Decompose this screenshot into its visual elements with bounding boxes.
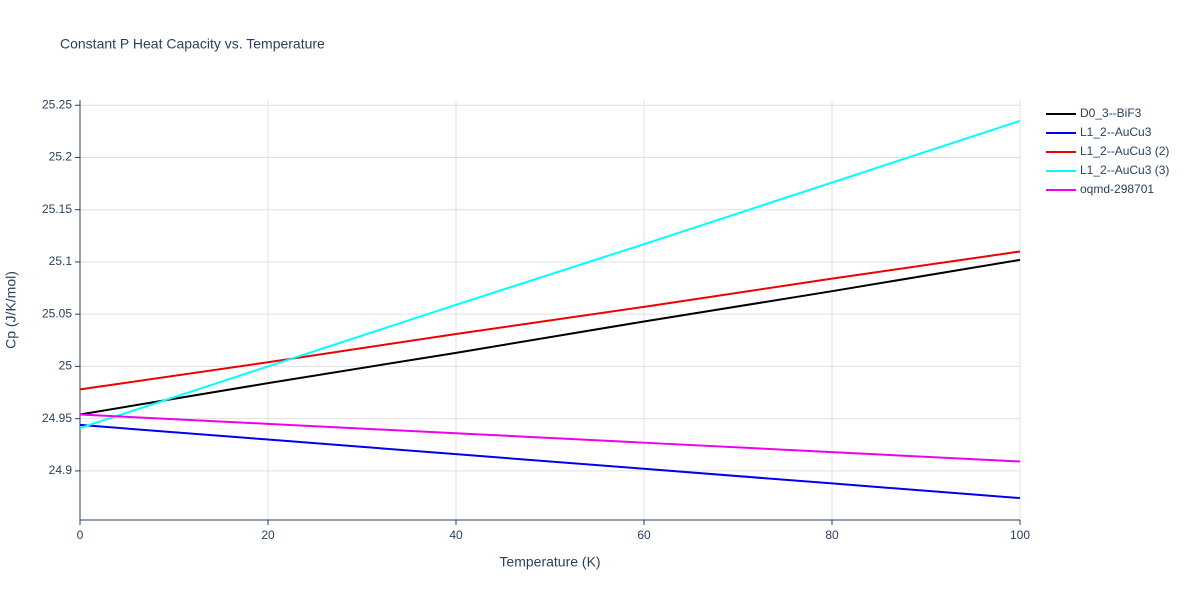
- legend-label: L1_2--AuCu3: [1080, 125, 1152, 139]
- y-tick-label: 25: [59, 359, 73, 373]
- x-tick-label: 100: [1010, 528, 1030, 542]
- x-axis-label: Temperature (K): [499, 554, 600, 570]
- x-tick-label: 20: [261, 528, 275, 542]
- x-tick-label: 80: [825, 528, 839, 542]
- x-tick-label: 40: [449, 528, 463, 542]
- legend-label: oqmd-298701: [1080, 182, 1154, 196]
- series-line: [79, 423, 1021, 500]
- legend-label: L1_2--AuCu3 (3): [1080, 163, 1169, 177]
- y-tick-label: 24.95: [42, 411, 72, 425]
- y-tick-label: 25.15: [42, 202, 72, 216]
- y-tick-label: 24.9: [49, 463, 73, 477]
- series-line: [79, 413, 1021, 463]
- legend-label: L1_2--AuCu3 (2): [1080, 144, 1169, 158]
- series-line: [79, 119, 1021, 430]
- y-axis-label: Cp (J/K/mol): [3, 271, 19, 349]
- y-tick-label: 25.1: [49, 254, 73, 268]
- legend-label: D0_3--BiF3: [1080, 106, 1142, 120]
- x-tick-label: 60: [637, 528, 651, 542]
- y-tick-label: 25.2: [49, 150, 73, 164]
- series-line: [79, 250, 1021, 391]
- chart-title: Constant P Heat Capacity vs. Temperature: [60, 36, 325, 52]
- y-tick-label: 25.25: [42, 97, 72, 111]
- y-tick-label: 25.05: [42, 306, 72, 320]
- x-tick-label: 0: [77, 528, 84, 542]
- series-line: [79, 258, 1021, 416]
